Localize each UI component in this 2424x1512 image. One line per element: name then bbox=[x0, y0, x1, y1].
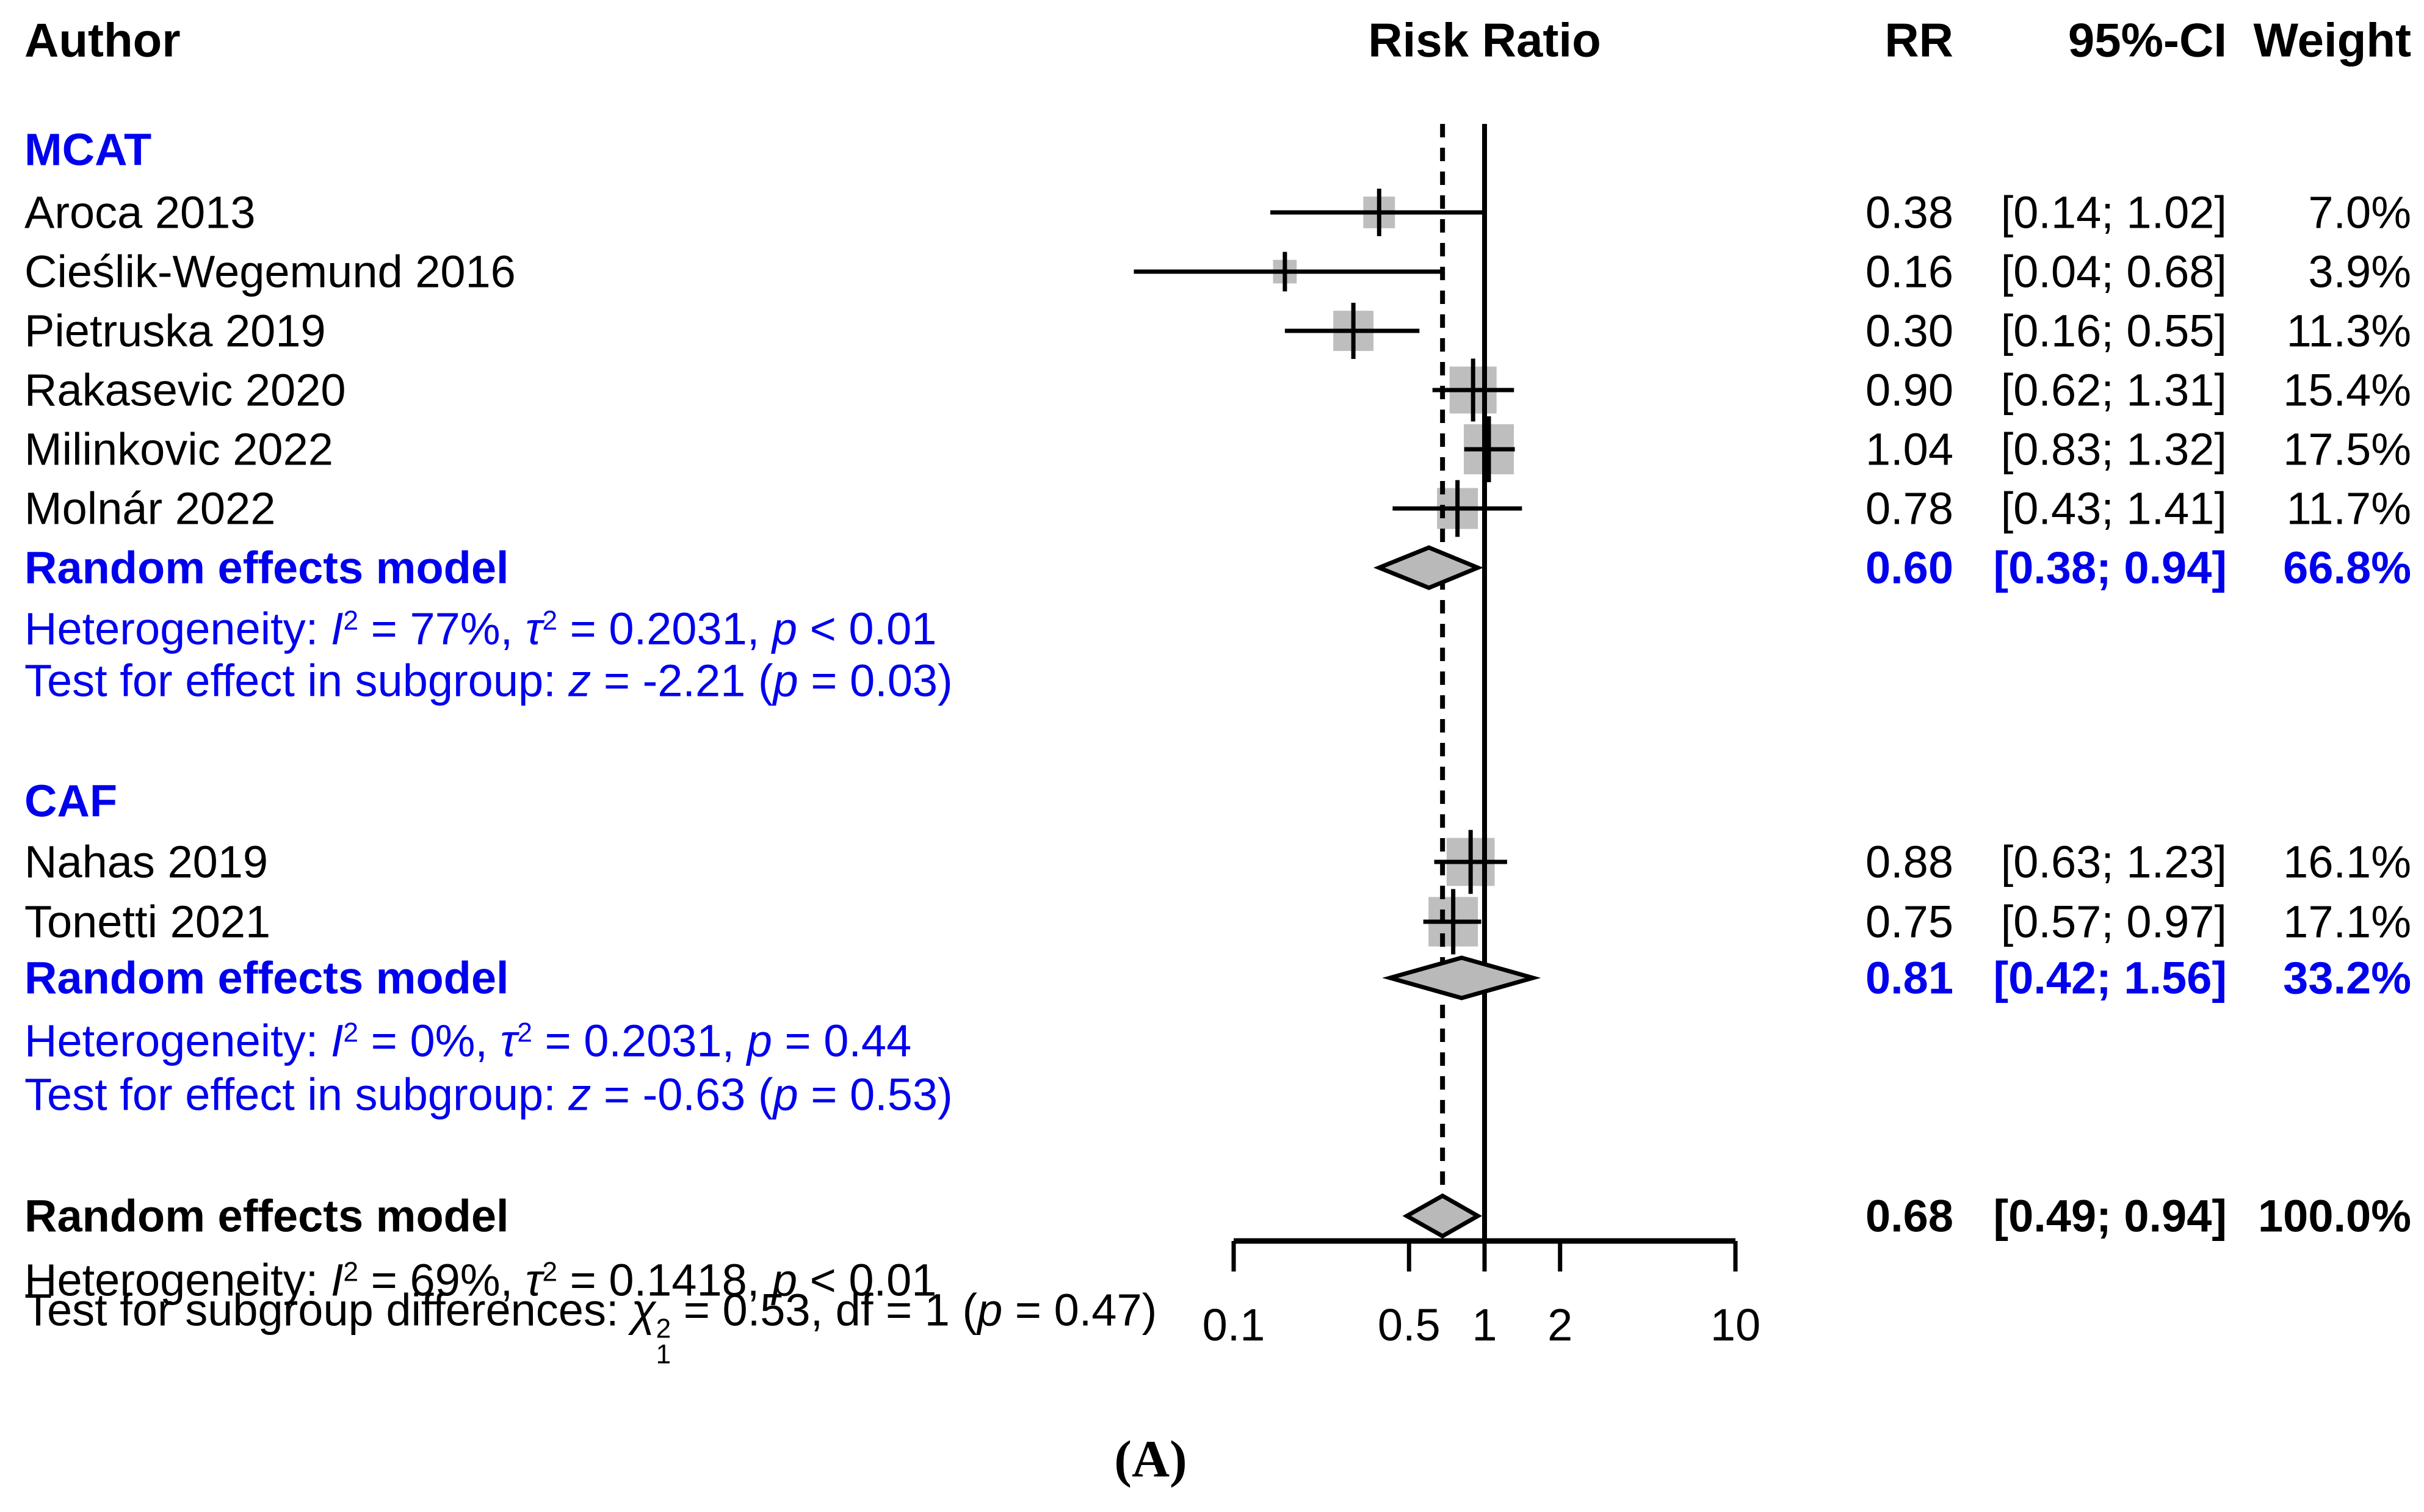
study-weight-value: 3.9% bbox=[2308, 246, 2411, 297]
col-header-risk-ratio: Risk Ratio bbox=[1368, 13, 1601, 67]
diamonds-layer bbox=[1373, 545, 1541, 1239]
study-ci-value: [0.43; 1.41] bbox=[2000, 483, 2227, 534]
axis-tick-label: 10 bbox=[1710, 1300, 1760, 1350]
study-rr-value: 0.90 bbox=[1865, 364, 1953, 416]
subgroup-effect-test-text: Test for effect in subgroup: z = -0.63 (… bbox=[24, 1069, 953, 1120]
subgroup-summary-label: Random effects model bbox=[24, 952, 509, 1004]
subgroup-summary-rr-value: 0.60 bbox=[1865, 542, 1953, 593]
study-rr-value: 0.75 bbox=[1865, 896, 1953, 947]
study-rr-value: 0.78 bbox=[1865, 483, 1953, 534]
group-label-caf: CAF bbox=[24, 775, 118, 827]
study-weight-value: 7.0% bbox=[2308, 187, 2411, 238]
overall-heterogeneity-text: Heterogeneity: I2 = 69%, τ2 = 0.1418, p … bbox=[24, 1254, 937, 1306]
heterogeneity-text: Heterogeneity: I2 = 0%, τ2 = 0.2031, p =… bbox=[24, 1015, 912, 1066]
study-weight-value: 11.7% bbox=[2286, 483, 2411, 534]
study-rr-value: 1.04 bbox=[1865, 424, 1953, 475]
subgroup-summary-weight-value: 33.2% bbox=[2283, 952, 2411, 1004]
study-ci-value: [0.14; 1.02] bbox=[2000, 187, 2227, 238]
subgroup-summary-ci-value: [0.42; 1.56] bbox=[1993, 952, 2227, 1004]
subgroup-summary-label: Random effects model bbox=[24, 542, 509, 593]
summary-diamond bbox=[1382, 955, 1541, 1000]
study-label: Aroca 2013 bbox=[24, 187, 256, 238]
study-weight-value: 17.5% bbox=[2283, 424, 2411, 475]
col-header-weight: Weight bbox=[2253, 13, 2411, 67]
axis-tick-label: 1 bbox=[1472, 1300, 1497, 1350]
heterogeneity-text: Heterogeneity: I2 = 77%, τ2 = 0.2031, p … bbox=[24, 603, 937, 654]
study-ci-value: [0.04; 0.68] bbox=[2000, 246, 2227, 297]
study-weight-value: 16.1% bbox=[2283, 836, 2411, 888]
study-ci-value: [0.63; 1.23] bbox=[2000, 836, 2227, 888]
group-label-mcat: MCAT bbox=[24, 124, 152, 175]
study-label: Pietruska 2019 bbox=[24, 305, 326, 356]
axis-tick-label: 2 bbox=[1547, 1300, 1572, 1350]
study-label: Molnár 2022 bbox=[24, 483, 276, 534]
study-label: Cieślik-Wegemund 2016 bbox=[24, 246, 516, 297]
study-rr-value: 0.30 bbox=[1865, 305, 1953, 356]
study-weight-value: 11.3% bbox=[2286, 305, 2411, 356]
study-rr-value: 0.38 bbox=[1865, 187, 1953, 238]
subgroup-effect-test-text: Test for effect in subgroup: z = -2.21 (… bbox=[24, 655, 953, 706]
study-label: Milinkovic 2022 bbox=[24, 424, 333, 475]
subgroup-summary-rr-value: 0.81 bbox=[1865, 952, 1953, 1004]
col-header-ci: 95%-CI bbox=[2068, 13, 2227, 67]
summary-diamond bbox=[1402, 1193, 1483, 1239]
subgroup-summary-ci-value: [0.38; 0.94] bbox=[1993, 542, 2227, 593]
study-ci-value: [0.62; 1.31] bbox=[2000, 364, 2227, 416]
figure-caption: (A) bbox=[1114, 1430, 1187, 1488]
summary-diamond bbox=[1373, 545, 1484, 590]
study-weight-value: 15.4% bbox=[2283, 364, 2411, 416]
axis-tick-label: 0.5 bbox=[1378, 1300, 1441, 1350]
col-header-rr: RR bbox=[1884, 13, 1953, 67]
study-label: Rakasevic 2020 bbox=[24, 364, 346, 416]
overall-summary-ci-value: [0.49; 0.94] bbox=[1993, 1190, 2227, 1242]
lines-layer bbox=[1134, 124, 1522, 1241]
overall-summary-weight-value: 100.0% bbox=[2258, 1190, 2411, 1242]
axis-tick-label: 0.1 bbox=[1203, 1300, 1265, 1350]
axis-layer: 0.1 0.5 1 2 10 bbox=[1203, 1238, 1760, 1350]
study-ci-value: [0.83; 1.32] bbox=[2000, 424, 2227, 475]
subgroup-summary-weight-value: 66.8% bbox=[2283, 542, 2411, 593]
overall-summary-label: Random effects model bbox=[24, 1190, 509, 1242]
study-ci-value: [0.16; 0.55] bbox=[2000, 305, 2227, 356]
study-rr-value: 0.88 bbox=[1865, 836, 1953, 888]
study-label: Tonetti 2021 bbox=[24, 896, 271, 947]
overall-summary-rr-value: 0.68 bbox=[1865, 1190, 1953, 1242]
study-ci-value: [0.57; 0.97] bbox=[2000, 896, 2227, 947]
study-weight-value: 17.1% bbox=[2283, 896, 2411, 947]
study-rr-value: 0.16 bbox=[1865, 246, 1953, 297]
col-header-author: Author bbox=[24, 13, 181, 67]
study-label: Nahas 2019 bbox=[24, 836, 269, 888]
